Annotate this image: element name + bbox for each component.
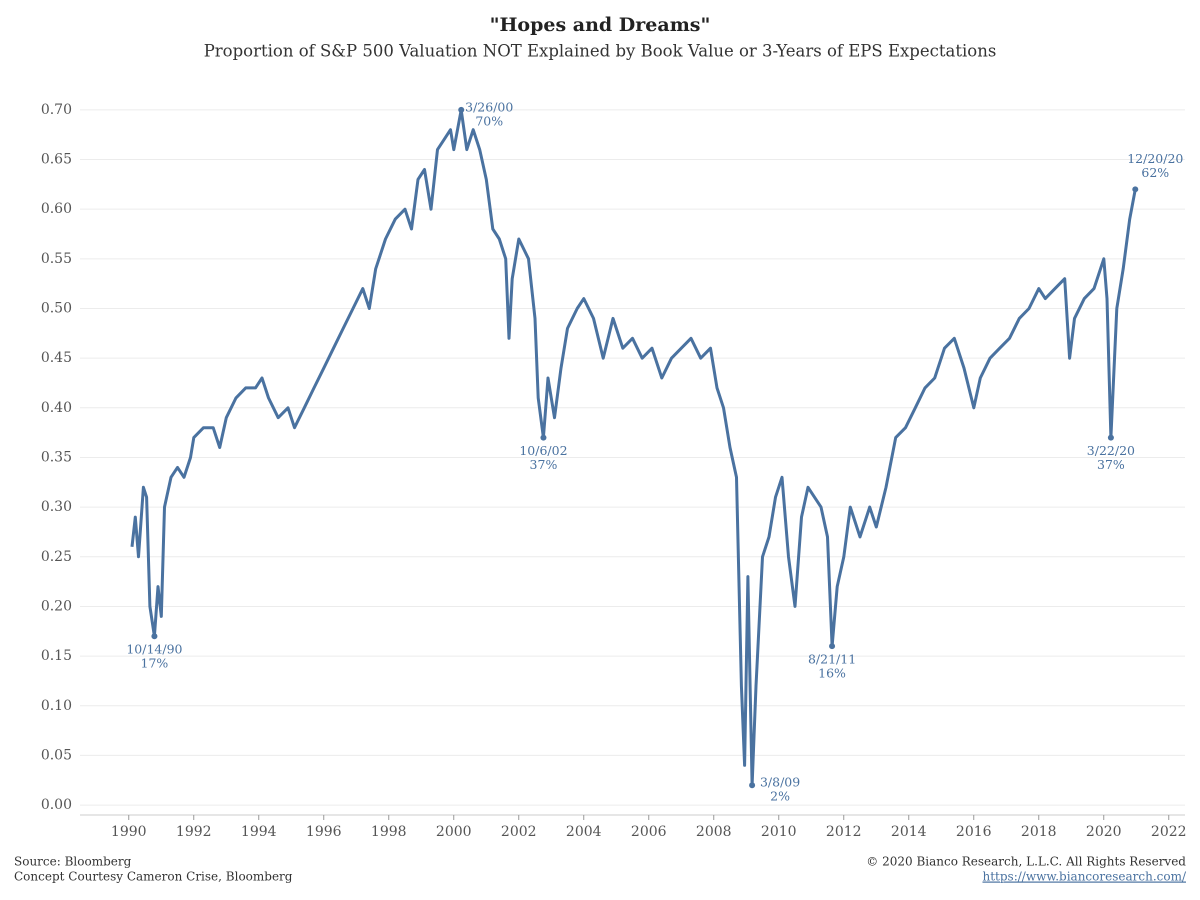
copyright: © 2020 Bianco Research, L.L.C. All Right… (866, 855, 1186, 869)
x-tick-label: 2012 (826, 824, 862, 840)
x-tick-label: 1996 (306, 824, 342, 840)
y-tick-label: 0.40 (41, 400, 72, 416)
x-tick-label: 2020 (1086, 824, 1122, 840)
x-tick-label: 2014 (891, 824, 927, 840)
annotation-label: 8/21/11 (808, 652, 856, 667)
x-tick-label: 1994 (241, 824, 277, 840)
y-tick-label: 0.05 (41, 747, 72, 763)
annotation-label: 3/22/20 (1087, 443, 1135, 458)
y-tick-label: 0.35 (41, 449, 72, 465)
annotation-label: 10/14/90 (126, 642, 182, 657)
credit: Concept Courtesy Cameron Crise, Bloomber… (14, 870, 293, 884)
x-tick-label: 2022 (1151, 824, 1187, 840)
annotation-value: 16% (818, 666, 846, 681)
x-tick-label: 2006 (631, 824, 667, 840)
annotation-value: 37% (530, 457, 558, 472)
annotation-dot (1132, 186, 1139, 193)
data-line (130, 108, 1137, 787)
annotation-value: 62% (1141, 165, 1169, 180)
annotation-dot (749, 782, 756, 789)
source: Source: Bloomberg (14, 855, 132, 869)
annotation-value: 70% (475, 113, 503, 128)
x-tick-label: 2002 (501, 824, 537, 840)
chart-subtitle: Proportion of S&P 500 Valuation NOT Expl… (204, 42, 997, 61)
y-tick-label: 0.30 (41, 499, 72, 515)
y-tick-label: 0.60 (41, 201, 72, 217)
annotation-dot (458, 106, 465, 113)
annotation-value: 2% (770, 789, 790, 804)
y-tick-label: 0.00 (41, 797, 72, 813)
x-tick-label: 2016 (956, 824, 992, 840)
url-link[interactable]: https://www.biancoresearch.com/ (982, 870, 1186, 884)
annotation-dot (151, 633, 158, 640)
x-tick-label: 2000 (436, 824, 472, 840)
x-tick-label: 2010 (761, 824, 797, 840)
y-tick-label: 0.45 (41, 350, 72, 366)
y-tick-label: 0.70 (41, 102, 72, 118)
y-tick-label: 0.50 (41, 300, 72, 316)
annotation-value: 37% (1097, 457, 1125, 472)
annotation-dot (540, 434, 547, 441)
annotation-label: 10/6/02 (519, 443, 567, 458)
x-tick-label: 2008 (696, 824, 732, 840)
y-tick-label: 0.20 (41, 598, 72, 614)
annotation-dot (829, 643, 836, 650)
annotation-label: 3/8/09 (760, 775, 800, 790)
annotation-value: 17% (141, 656, 169, 671)
annotation-dot (1107, 434, 1114, 441)
x-tick-label: 2004 (566, 824, 602, 840)
x-tick-label: 1992 (176, 824, 212, 840)
y-tick-label: 0.10 (41, 698, 72, 714)
y-tick-label: 0.15 (41, 648, 72, 664)
y-tick-label: 0.55 (41, 251, 72, 267)
y-tick-label: 0.65 (41, 152, 72, 168)
y-tick-label: 0.25 (41, 549, 72, 565)
x-tick-label: 1998 (371, 824, 407, 840)
chart-title: "Hopes and Dreams" (490, 14, 711, 36)
annotation-label: 12/20/20 (1127, 151, 1183, 166)
x-tick-label: 1990 (111, 824, 147, 840)
annotation-label: 3/26/00 (465, 99, 513, 114)
x-tick-label: 2018 (1021, 824, 1057, 840)
